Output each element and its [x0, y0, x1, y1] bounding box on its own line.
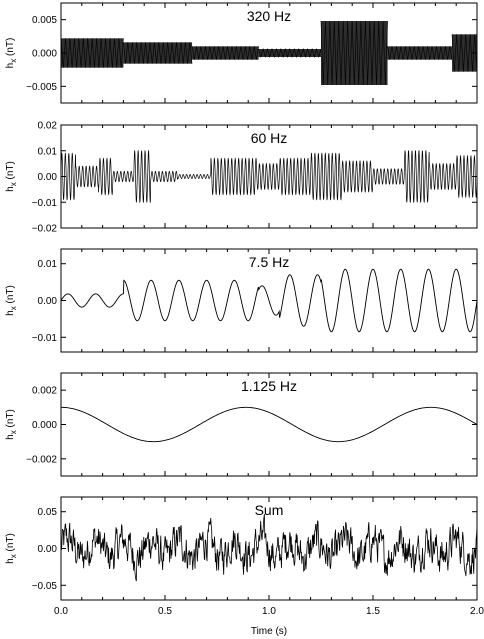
signal-trace	[191, 46, 259, 60]
signal-trace	[123, 42, 193, 64]
y-tick-label: 0.005	[32, 15, 57, 26]
y-axis-label: hx (nT)	[5, 409, 18, 440]
y-tick-label: 0.000	[32, 420, 57, 431]
signal-band	[61, 38, 124, 68]
y-tick-label: −0.01	[32, 333, 58, 344]
y-tick-label: 0.002	[32, 386, 57, 397]
x-tick-label: 1.0	[262, 606, 276, 617]
panel-4: −0.002 0.000 0.002 hx (nT) 1.125 Hz	[5, 372, 478, 477]
y-tick-label: 0.000	[32, 49, 57, 60]
panel-2: −0.02 −0.01 0.00 0.01 0.02 hx (nT) 60 Hz	[5, 121, 478, 235]
signal-trace	[61, 268, 477, 333]
y-tick-label: 0.00	[38, 172, 58, 183]
signal-band	[258, 49, 321, 57]
signal-trace	[451, 34, 477, 72]
y-tick-label: −0.01	[32, 198, 58, 209]
signal-band	[192, 46, 259, 60]
signal-band	[321, 21, 388, 85]
y-tick-label: 0.01	[38, 146, 58, 157]
panel-5: −0.05 0.00 0.05 hx (nT) Sum 0.0 0.5 1.0 1.5 2.0	[5, 496, 484, 617]
signal-trace	[320, 20, 388, 86]
x-tick-label: 0.0	[54, 606, 68, 617]
y-tick-label: −0.005	[26, 82, 57, 93]
y-tick-label: 0.02	[38, 121, 58, 132]
panel-1: −0.005 0.000 0.005 hx (nT) 320 Hz	[5, 2, 478, 104]
panel-title: 320 Hz	[247, 8, 291, 24]
signal-group	[61, 149, 477, 204]
signal-trace	[258, 47, 322, 59]
signal-trace	[387, 46, 453, 60]
y-axis-label: hx (nT)	[5, 38, 18, 69]
y-axis-label: hx (nT)	[5, 533, 18, 564]
signal-trace	[61, 149, 477, 204]
panel-3: −0.01 0.00 0.01 hx (nT) 7.5 Hz	[5, 248, 478, 353]
y-tick-label: 0.00	[38, 544, 58, 555]
x-tick-label: 1.5	[366, 606, 380, 617]
signal-group	[61, 513, 477, 582]
panel-title: 1.125 Hz	[241, 378, 297, 394]
signal-group	[61, 406, 477, 443]
y-axis-label: hx (nT)	[5, 161, 18, 192]
panel-title: 7.5 Hz	[249, 254, 289, 270]
x-tick-label: 2.0	[470, 606, 484, 617]
y-tick-label: −0.05	[32, 581, 58, 592]
y-tick-label: −0.02	[32, 224, 58, 235]
panel-title: 60 Hz	[251, 130, 288, 146]
signal-trace	[61, 38, 124, 68]
signal-trace	[61, 406, 477, 443]
x-axis-label: Time (s)	[251, 626, 287, 637]
y-tick-label: 0.00	[38, 296, 58, 307]
signal-trace	[61, 513, 477, 582]
signal-group	[61, 268, 477, 333]
y-axis-label: hx (nT)	[5, 285, 18, 316]
x-tick-label: 0.5	[158, 606, 172, 617]
y-tick-label: 0.01	[38, 259, 58, 270]
signal-group	[61, 20, 477, 86]
y-tick-label: 0.05	[38, 507, 58, 518]
panel-title: Sum	[255, 502, 284, 518]
y-tick-label: −0.002	[26, 454, 57, 465]
